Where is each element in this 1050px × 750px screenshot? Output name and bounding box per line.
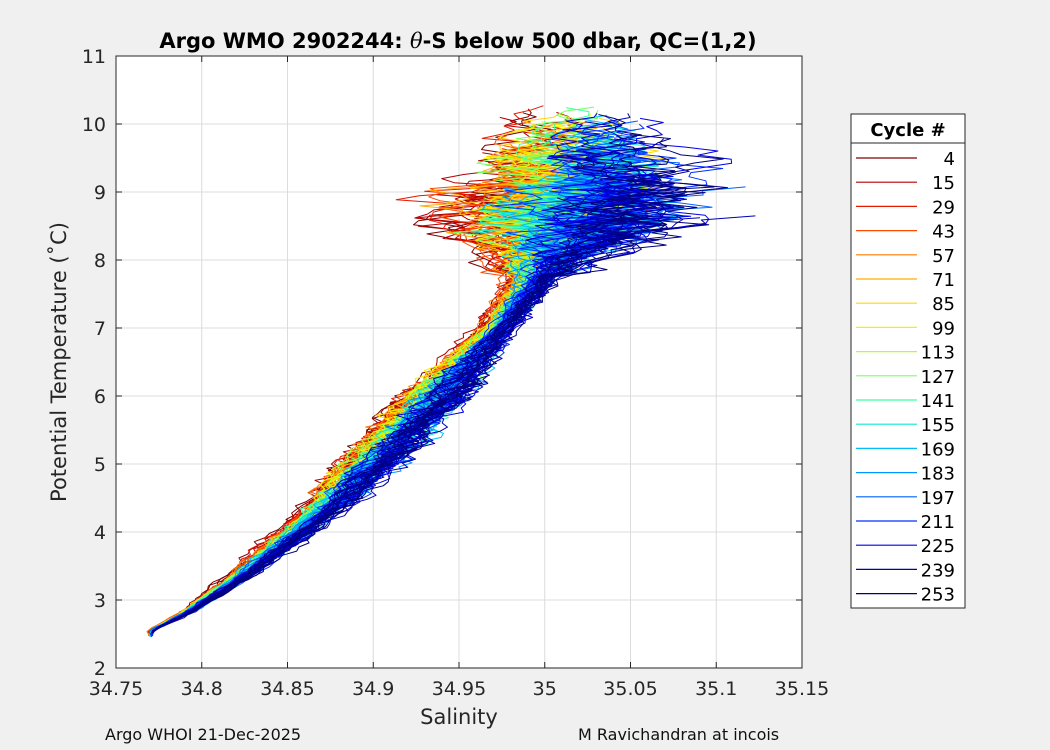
y-tick-label: 8 xyxy=(94,250,106,272)
y-axis-label: Potential Temperature (˚C) xyxy=(47,222,71,502)
x-tick-label: 34.8 xyxy=(181,678,223,700)
x-axis-ticks: 34.75 34.8 34.85 34.9 34.95 35 35.05 35.1 35.15 xyxy=(89,56,829,700)
legend-label-169: 169 xyxy=(921,439,955,460)
y-tick-label: 4 xyxy=(94,522,106,544)
legend-label-4: 4 xyxy=(944,149,955,170)
profile-lines xyxy=(146,105,756,638)
x-axis-label: Salinity xyxy=(420,705,498,729)
legend-label-127: 127 xyxy=(921,367,955,388)
y-axis-ticks: 2 3 4 5 6 7 8 9 10 11 xyxy=(82,46,802,680)
profile-cycle-253 xyxy=(166,198,698,625)
legend-title: Cycle # xyxy=(870,120,945,141)
x-tick-label: 35.05 xyxy=(603,678,657,700)
footer-right: M Ravichandran at incois xyxy=(578,725,780,744)
legend-label-71: 71 xyxy=(932,270,955,291)
legend-box xyxy=(850,113,966,609)
legend-label-57: 57 xyxy=(932,246,955,267)
legend-label-239: 239 xyxy=(921,560,955,581)
legend-label-29: 29 xyxy=(932,197,955,218)
chart-title: Argo WMO 2902244: θ-S below 500 dbar, QC… xyxy=(159,29,756,53)
y-tick-label: 6 xyxy=(94,386,106,408)
y-tick-label: 5 xyxy=(94,454,106,476)
profile-cycle-253 xyxy=(163,155,706,626)
legend-label-85: 85 xyxy=(932,294,955,315)
legend-label-15: 15 xyxy=(932,173,955,194)
x-tick-label: 34.95 xyxy=(432,678,486,700)
y-tick-label: 2 xyxy=(94,658,106,680)
legend-label-225: 225 xyxy=(921,536,955,557)
y-tick-label: 10 xyxy=(82,114,106,136)
legend-label-197: 197 xyxy=(921,488,955,509)
x-tick-label: 35.1 xyxy=(695,678,737,700)
y-tick-label: 11 xyxy=(82,46,106,68)
legend: Cycle # 4 15 29 43 57 71 85 99 113 127 141 155 169 18… xyxy=(850,113,966,609)
legend-label-155: 155 xyxy=(921,415,955,436)
legend-label-43: 43 xyxy=(932,222,955,243)
y-tick-label: 9 xyxy=(94,182,106,204)
y-tick-label: 3 xyxy=(94,590,106,612)
x-tick-label: 34.75 xyxy=(89,678,143,700)
legend-label-141: 141 xyxy=(921,391,955,412)
legend-label-253: 253 xyxy=(921,585,955,606)
legend-label-211: 211 xyxy=(921,512,955,533)
y-tick-label: 7 xyxy=(94,318,106,340)
legend-label-113: 113 xyxy=(921,343,955,364)
profile-cycle-253 xyxy=(173,179,683,621)
x-tick-label: 34.9 xyxy=(352,678,394,700)
legend-items: 4 15 29 43 57 71 85 99 113 127 141 155 169 183 197 211 2… xyxy=(856,149,955,606)
x-tick-label: 35.15 xyxy=(775,678,829,700)
legend-label-183: 183 xyxy=(921,464,955,485)
legend-label-99: 99 xyxy=(932,318,955,339)
x-tick-label: 34.85 xyxy=(260,678,314,700)
footer-left: Argo WHOI 21-Dec-2025 xyxy=(105,725,302,744)
x-tick-label: 35 xyxy=(533,678,557,700)
